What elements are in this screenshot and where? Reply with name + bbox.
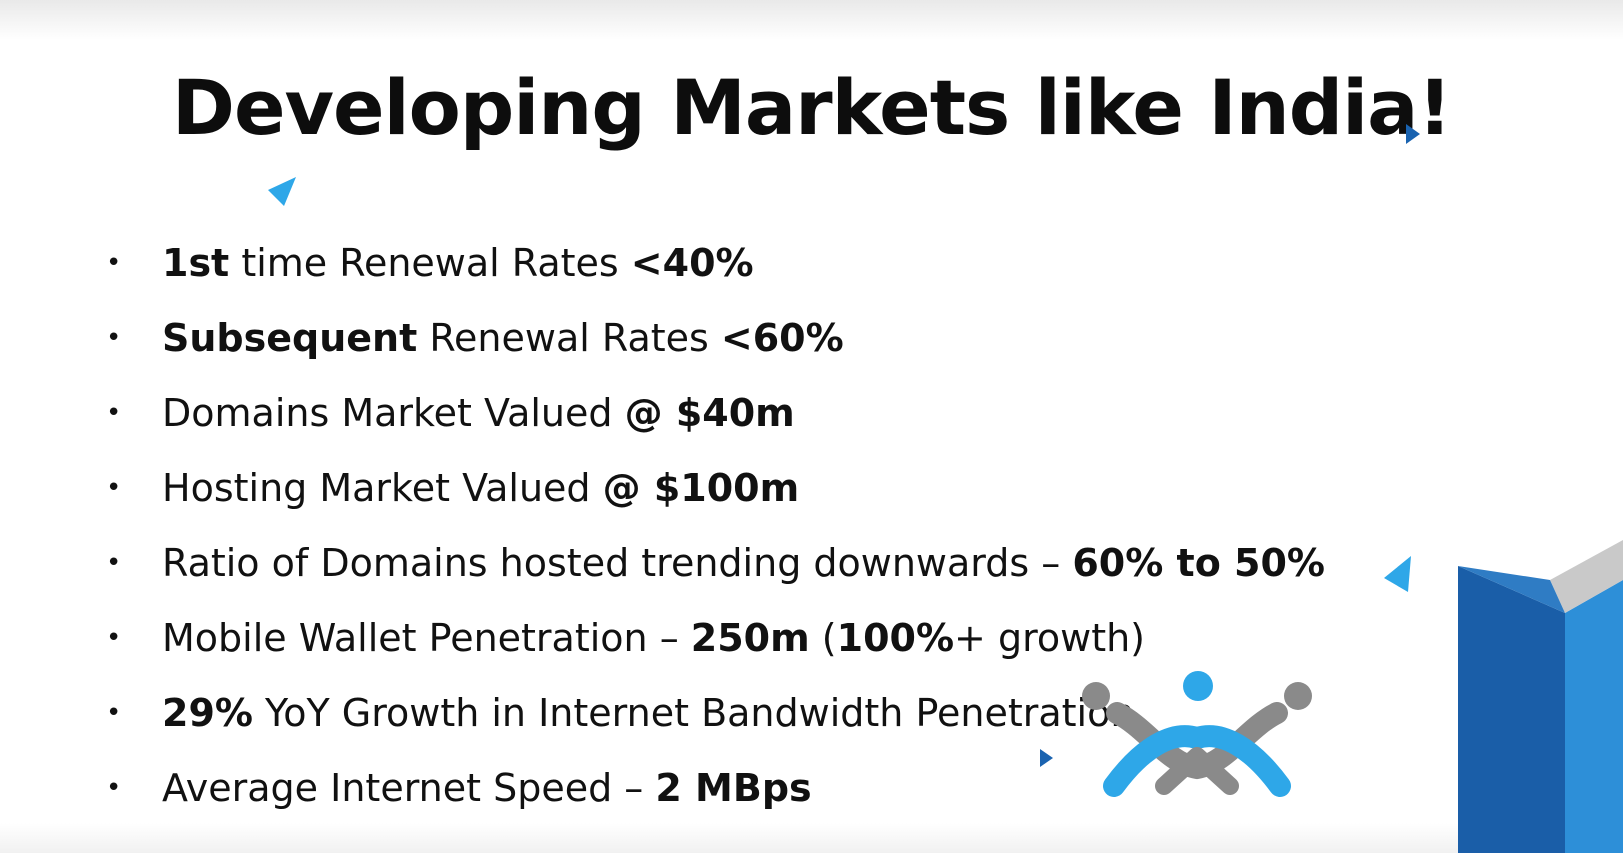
blue-triangle-icon: [1040, 749, 1053, 767]
bullet-item: • 29% YoY Growth in Internet Bandwidth Pe…: [100, 676, 1325, 751]
bullet-text-bold: 2 MBps: [655, 766, 812, 810]
bullet-text: Mobile Wallet Penetration –: [162, 616, 691, 660]
brand-logo-icon: [1082, 671, 1312, 797]
bullet-text-bold: <40%: [630, 241, 754, 285]
bullet-text-bold: 29%: [162, 691, 253, 735]
bullet-item: • Subsequent Renewal Rates <60%: [100, 301, 1325, 376]
bullet-dot: •: [106, 773, 122, 803]
slide-title: Developing Markets like India!: [171, 63, 1452, 152]
bullet-dot: •: [106, 473, 122, 503]
bullet-text: YoY Growth in Internet Bandwidth Penetra…: [252, 691, 1135, 735]
bullet-text-bold: 1st: [162, 241, 230, 285]
bullet-text: Hosting Market Valued: [162, 466, 603, 510]
bullet-text-bold: @ $100m: [602, 466, 800, 510]
top-shading: [0, 0, 1623, 40]
bullet-item: • Mobile Wallet Penetration – 250m (100%+…: [100, 601, 1325, 676]
bullet-text: time Renewal Rates: [229, 241, 631, 285]
bullet-text: Domains Market Valued: [162, 391, 625, 435]
blue-panel-shape: [1458, 540, 1623, 853]
blue-triangle-icon: [1406, 124, 1420, 144]
bullet-text-bold: @ $40m: [624, 391, 795, 435]
bullet-text: Average Internet Speed –: [162, 766, 656, 810]
blue-triangle-icon: [268, 177, 296, 206]
bullet-dot: •: [106, 323, 122, 353]
bottom-shading: [0, 823, 1623, 853]
blue-triangle-icon: [1384, 556, 1411, 592]
bullet-text: + growth): [954, 616, 1145, 660]
bullet-dot: •: [106, 548, 122, 578]
bullet-text-bold: 60% to 50%: [1072, 541, 1325, 585]
bullet-item: • Average Internet Speed – 2 MBps: [100, 751, 1325, 826]
bullet-item: • Hosting Market Valued @ $100m: [100, 451, 1325, 526]
bullet-item: • Ratio of Domains hosted trending downwa…: [100, 526, 1325, 601]
bullet-text: Renewal Rates: [417, 316, 721, 360]
bullet-dot: •: [106, 248, 122, 278]
bullet-dot: •: [106, 623, 122, 653]
bullet-text-bold: 250m: [690, 616, 810, 660]
bullet-list: • 1st time Renewal Rates <40% • Subsequent …: [100, 226, 1325, 826]
bullet-text-bold: 100%: [836, 616, 955, 660]
bullet-text-bold: Subsequent: [162, 316, 418, 360]
bullet-dot: •: [106, 698, 122, 728]
bullet-dot: •: [106, 398, 122, 428]
bullet-item: • 1st time Renewal Rates <40%: [100, 226, 1325, 301]
bullet-item: • Domains Market Valued @ $40m: [100, 376, 1325, 451]
bullet-text: (: [809, 616, 837, 660]
bullet-text-bold: <60%: [720, 316, 844, 360]
bullet-text: Ratio of Domains hosted trending downwar…: [162, 541, 1073, 585]
